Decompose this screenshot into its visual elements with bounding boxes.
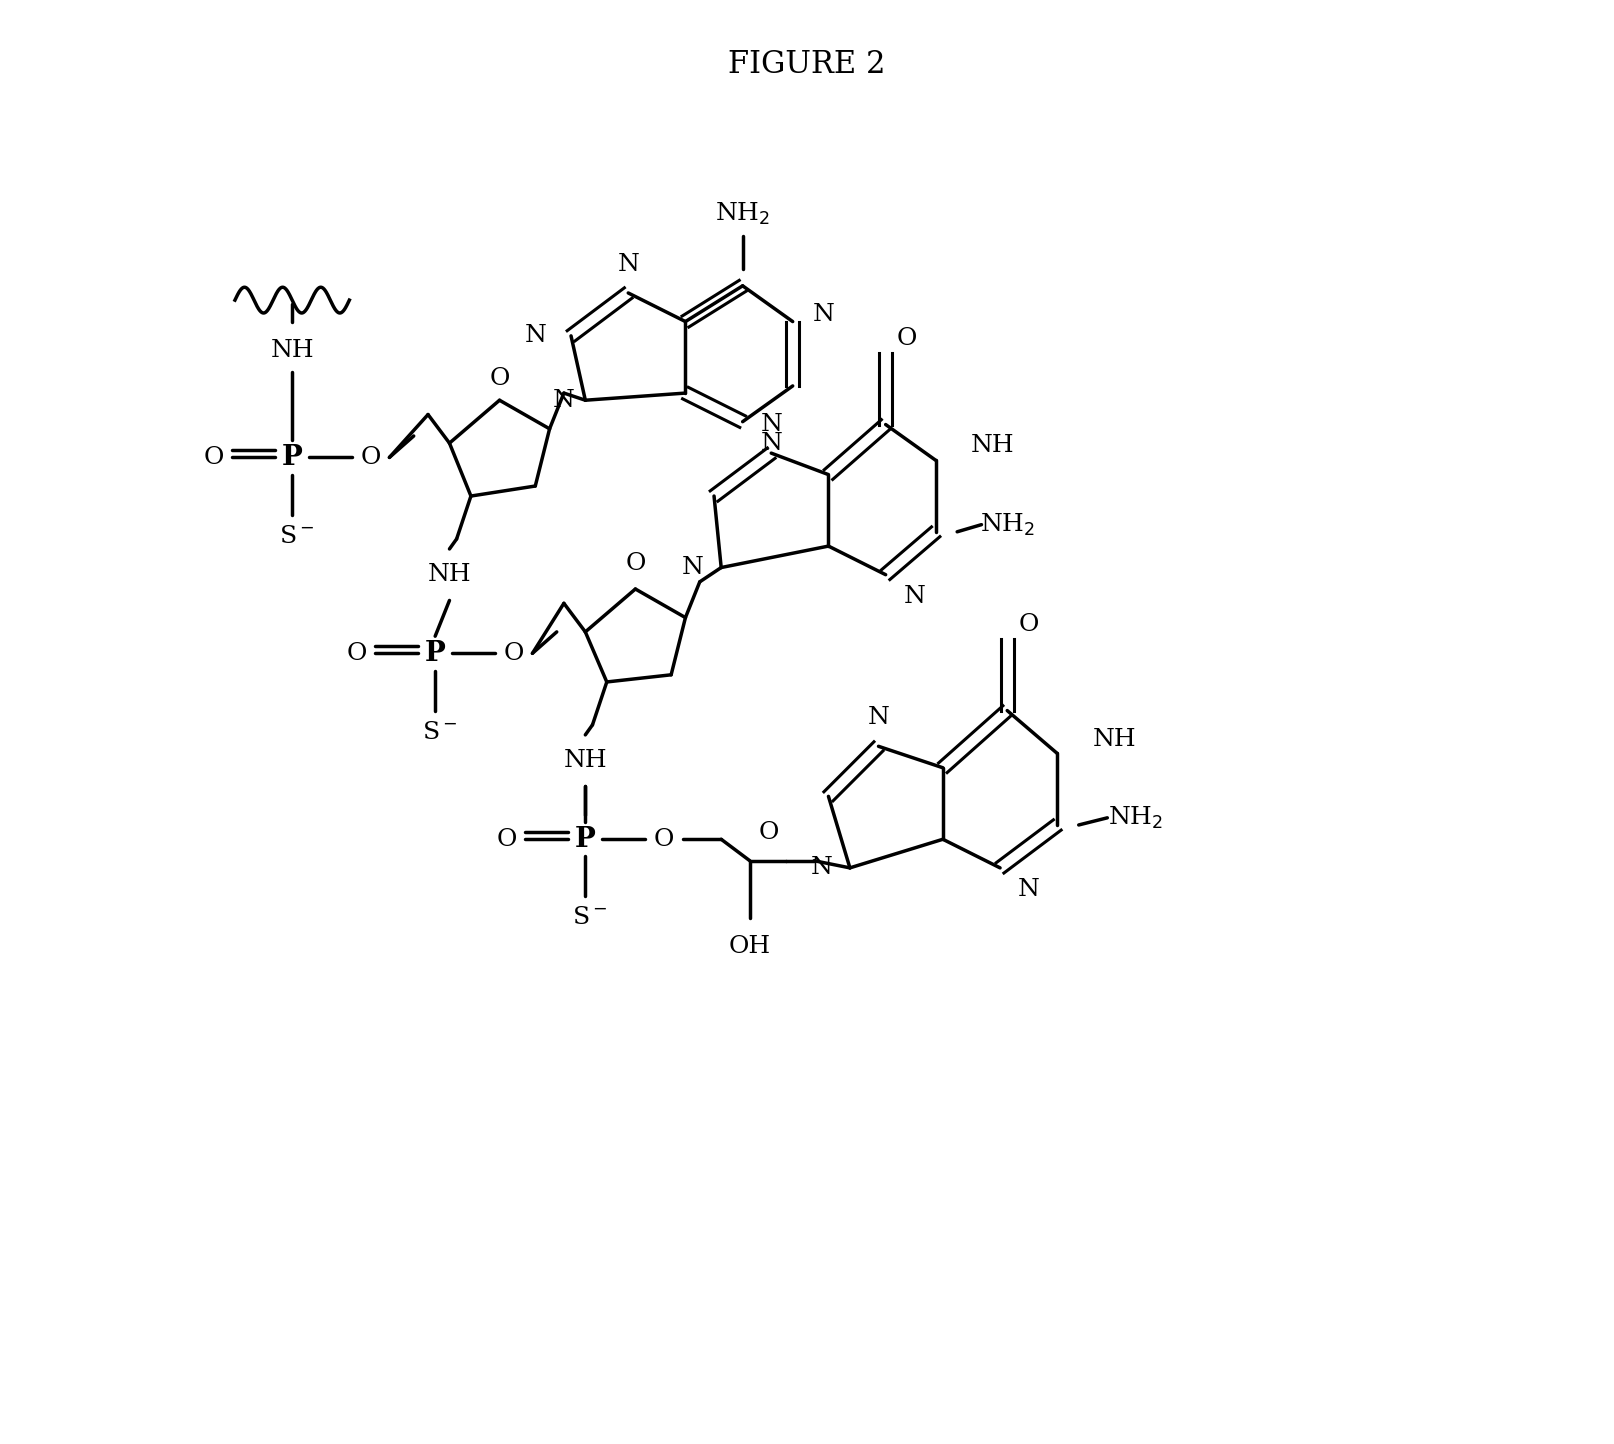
Text: O: O xyxy=(489,367,510,390)
Text: N: N xyxy=(760,432,783,455)
Text: NH$_2$: NH$_2$ xyxy=(980,511,1035,537)
Text: FIGURE 2: FIGURE 2 xyxy=(728,49,886,79)
Text: NH: NH xyxy=(271,339,315,361)
Text: NH$_2$: NH$_2$ xyxy=(715,201,770,227)
Text: O: O xyxy=(360,446,381,469)
Text: O: O xyxy=(497,827,516,851)
Text: N: N xyxy=(813,303,834,326)
Text: N: N xyxy=(810,856,833,879)
Text: P: P xyxy=(575,826,596,853)
Text: P: P xyxy=(282,443,302,471)
Text: S$^-$: S$^-$ xyxy=(279,524,315,547)
Text: N: N xyxy=(1018,878,1039,901)
Text: N: N xyxy=(525,325,546,348)
Text: N: N xyxy=(554,388,575,412)
Text: O: O xyxy=(654,827,675,851)
Text: O: O xyxy=(625,552,646,575)
Text: N: N xyxy=(904,585,925,608)
Text: O: O xyxy=(347,641,366,664)
Text: N: N xyxy=(760,413,783,436)
Text: OH: OH xyxy=(730,936,771,957)
Text: O: O xyxy=(759,820,778,843)
Text: N: N xyxy=(868,706,889,729)
Text: S$^-$: S$^-$ xyxy=(421,721,457,744)
Text: O: O xyxy=(1018,614,1039,637)
Text: NH: NH xyxy=(428,563,471,586)
Text: NH: NH xyxy=(1093,728,1136,751)
Text: O: O xyxy=(203,446,224,469)
Text: O: O xyxy=(897,328,917,351)
Text: N: N xyxy=(617,253,639,276)
Text: NH$_2$: NH$_2$ xyxy=(1109,804,1164,830)
Text: O: O xyxy=(504,641,525,664)
Text: N: N xyxy=(681,556,704,579)
Text: NH: NH xyxy=(972,435,1015,458)
Text: P: P xyxy=(424,640,445,667)
Text: S$^-$: S$^-$ xyxy=(571,907,607,930)
Text: NH: NH xyxy=(563,749,607,773)
